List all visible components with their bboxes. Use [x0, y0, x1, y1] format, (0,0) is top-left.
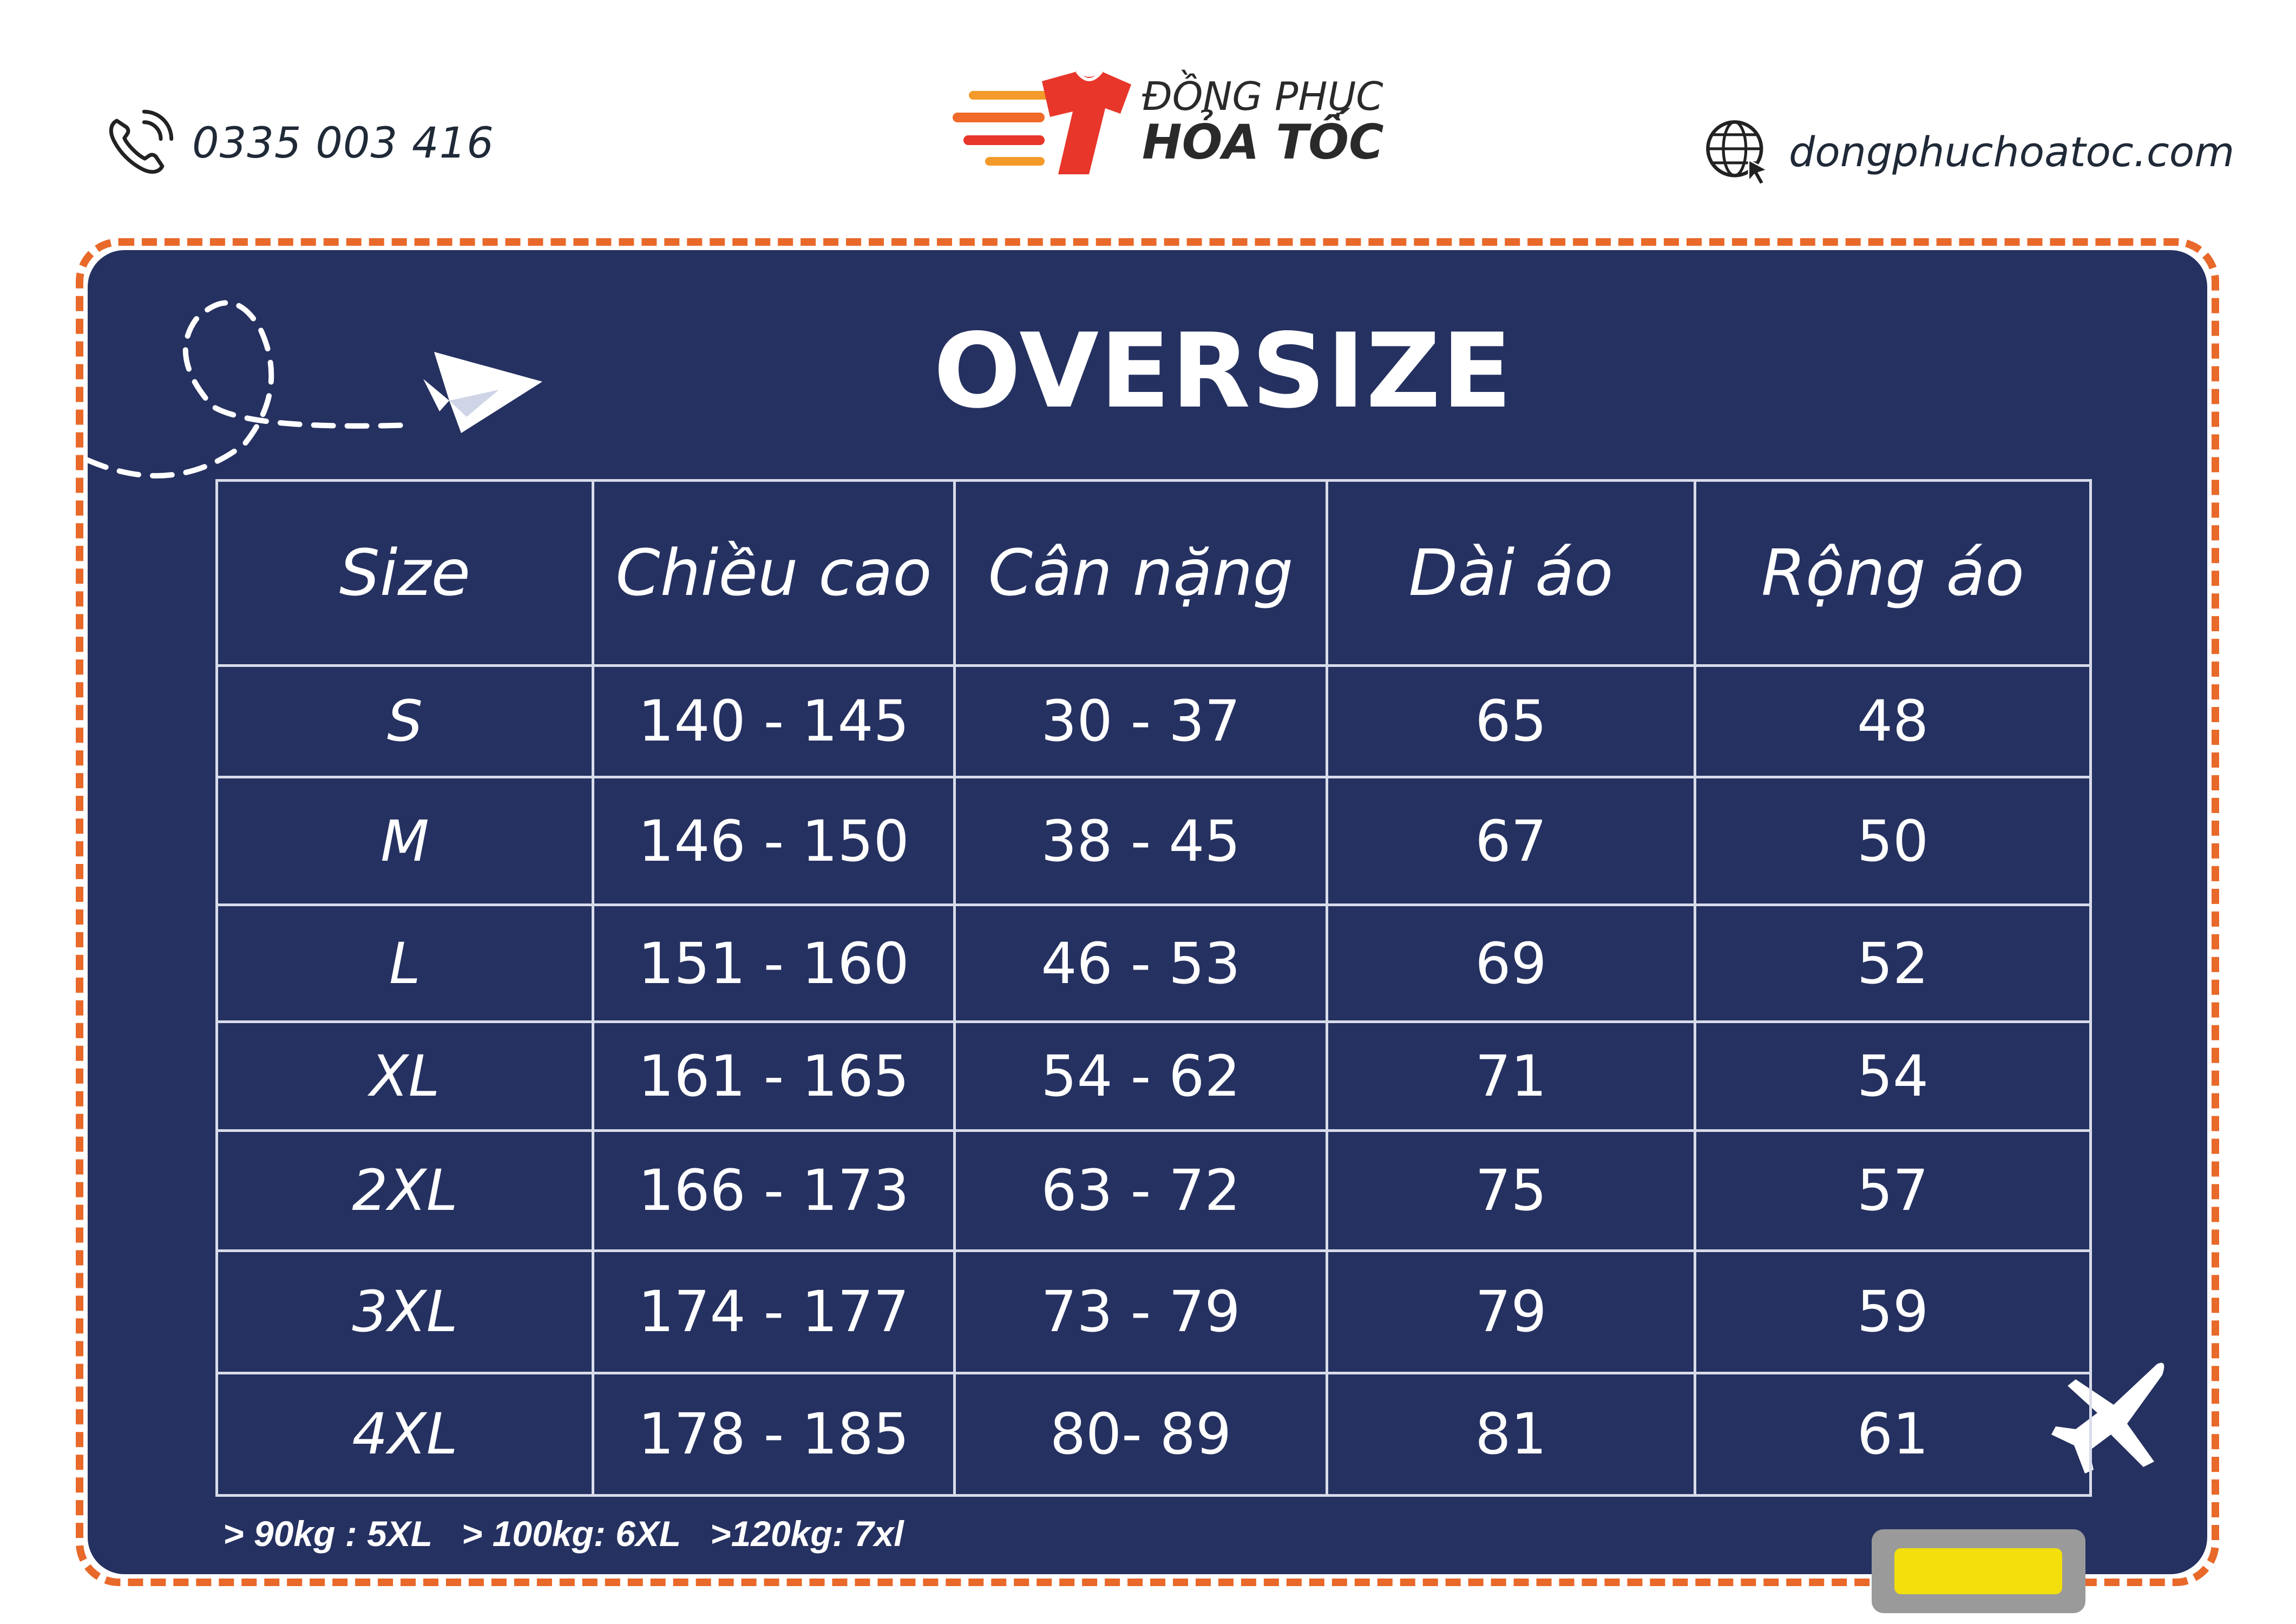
table-header-row: Size Chiều cao Cân nặng Dài áo Rộng áo — [215, 479, 2092, 667]
length-cell: 81 — [1326, 1371, 1696, 1497]
header-phone[interactable]: 0335 003 416 — [100, 106, 494, 181]
page-title: OVERSIZE — [933, 311, 1513, 431]
height-cell: 166 - 173 — [592, 1129, 956, 1252]
table-row: S 140 - 145 30 - 37 65 48 — [215, 664, 2092, 778]
length-cell: 75 — [1326, 1129, 1696, 1252]
size-cell: M — [215, 775, 594, 907]
height-cell: 146 - 150 — [592, 775, 956, 907]
logo-tshirt-icon — [953, 70, 1131, 174]
width-cell: 57 — [1694, 1129, 2092, 1252]
weight-cell: 38 - 45 — [953, 775, 1328, 907]
table-row: L 151 - 160 46 - 53 69 52 — [215, 903, 2092, 1024]
height-cell: 178 - 185 — [592, 1371, 956, 1497]
globe-cursor-icon — [1706, 120, 1769, 186]
size-cell: 2XL — [215, 1129, 594, 1252]
height-cell: 161 - 165 — [592, 1020, 956, 1132]
weight-cell: 73 - 79 — [953, 1249, 1328, 1374]
column-header-length: Dài áo — [1326, 479, 1696, 667]
height-cell: 151 - 160 — [592, 903, 956, 1024]
table-row: 2XL 166 - 173 63 - 72 75 57 — [215, 1129, 2092, 1252]
table-row: XL 161 - 165 54 - 62 71 54 — [215, 1020, 2092, 1132]
weight-cell: 80- 89 — [953, 1371, 1328, 1497]
table-row: 3XL 174 - 177 73 - 79 79 59 — [215, 1249, 2092, 1374]
extra-sizes-note: > 90kg : 5XL > 100kg: 6XL >120kg: 7xl — [223, 1514, 904, 1554]
size-cell: S — [215, 664, 594, 778]
weight-cell: 54 - 62 — [953, 1020, 1328, 1132]
height-cell: 174 - 177 — [592, 1249, 956, 1374]
brand-line-2: HỎA TỐC — [1142, 114, 1384, 170]
width-cell: 52 — [1694, 903, 2092, 1024]
website-link[interactable]: dongphuchoatoc.com — [1789, 127, 2235, 176]
width-cell: 59 — [1694, 1249, 2092, 1374]
size-cell: 3XL — [215, 1249, 594, 1374]
size-cell: 4XL — [215, 1371, 594, 1497]
header-website[interactable]: dongphuchoatoc.com — [1702, 116, 2234, 187]
table-row: 4XL 178 - 185 80- 89 81 61 — [215, 1371, 2092, 1497]
length-cell: 71 — [1326, 1020, 1696, 1132]
column-header-height: Chiều cao — [592, 479, 956, 667]
size-cell: XL — [215, 1020, 594, 1132]
panel-dashed-border — [76, 238, 2219, 1586]
length-cell: 69 — [1326, 903, 1696, 1024]
size-table: Size Chiều cao Cân nặng Dài áo Rộng áo S… — [215, 479, 2092, 1497]
size-cell: L — [215, 903, 594, 1024]
column-header-width: Rộng áo — [1694, 479, 2092, 667]
width-cell: 50 — [1694, 775, 2092, 907]
paper-plane-icon — [88, 300, 542, 479]
width-cell: 61 — [1694, 1371, 2092, 1497]
phone-ringing-icon — [109, 109, 174, 174]
length-cell: 79 — [1326, 1249, 1696, 1374]
brand-line-1: ĐỒNG PHỤC — [1142, 74, 1383, 119]
width-cell: 48 — [1694, 664, 2092, 778]
weight-cell: 63 - 72 — [953, 1129, 1328, 1252]
weight-cell: 46 - 53 — [953, 903, 1328, 1024]
column-header-size: Size — [215, 479, 594, 667]
table-row: M 146 - 150 38 - 45 67 50 — [215, 775, 2092, 907]
width-cell: 54 — [1694, 1020, 2092, 1132]
length-cell: 65 — [1326, 664, 1696, 778]
column-header-weight: Cân nặng — [953, 479, 1328, 667]
height-cell: 140 - 145 — [592, 664, 956, 778]
brand-logo: ĐỒNG PHỤC HỎA TỐC — [947, 60, 1384, 184]
length-cell: 67 — [1326, 775, 1696, 907]
phone-number[interactable]: 0335 003 416 — [192, 119, 494, 168]
weight-cell: 30 - 37 — [953, 664, 1328, 778]
corner-badge-highlight — [1894, 1548, 2062, 1594]
